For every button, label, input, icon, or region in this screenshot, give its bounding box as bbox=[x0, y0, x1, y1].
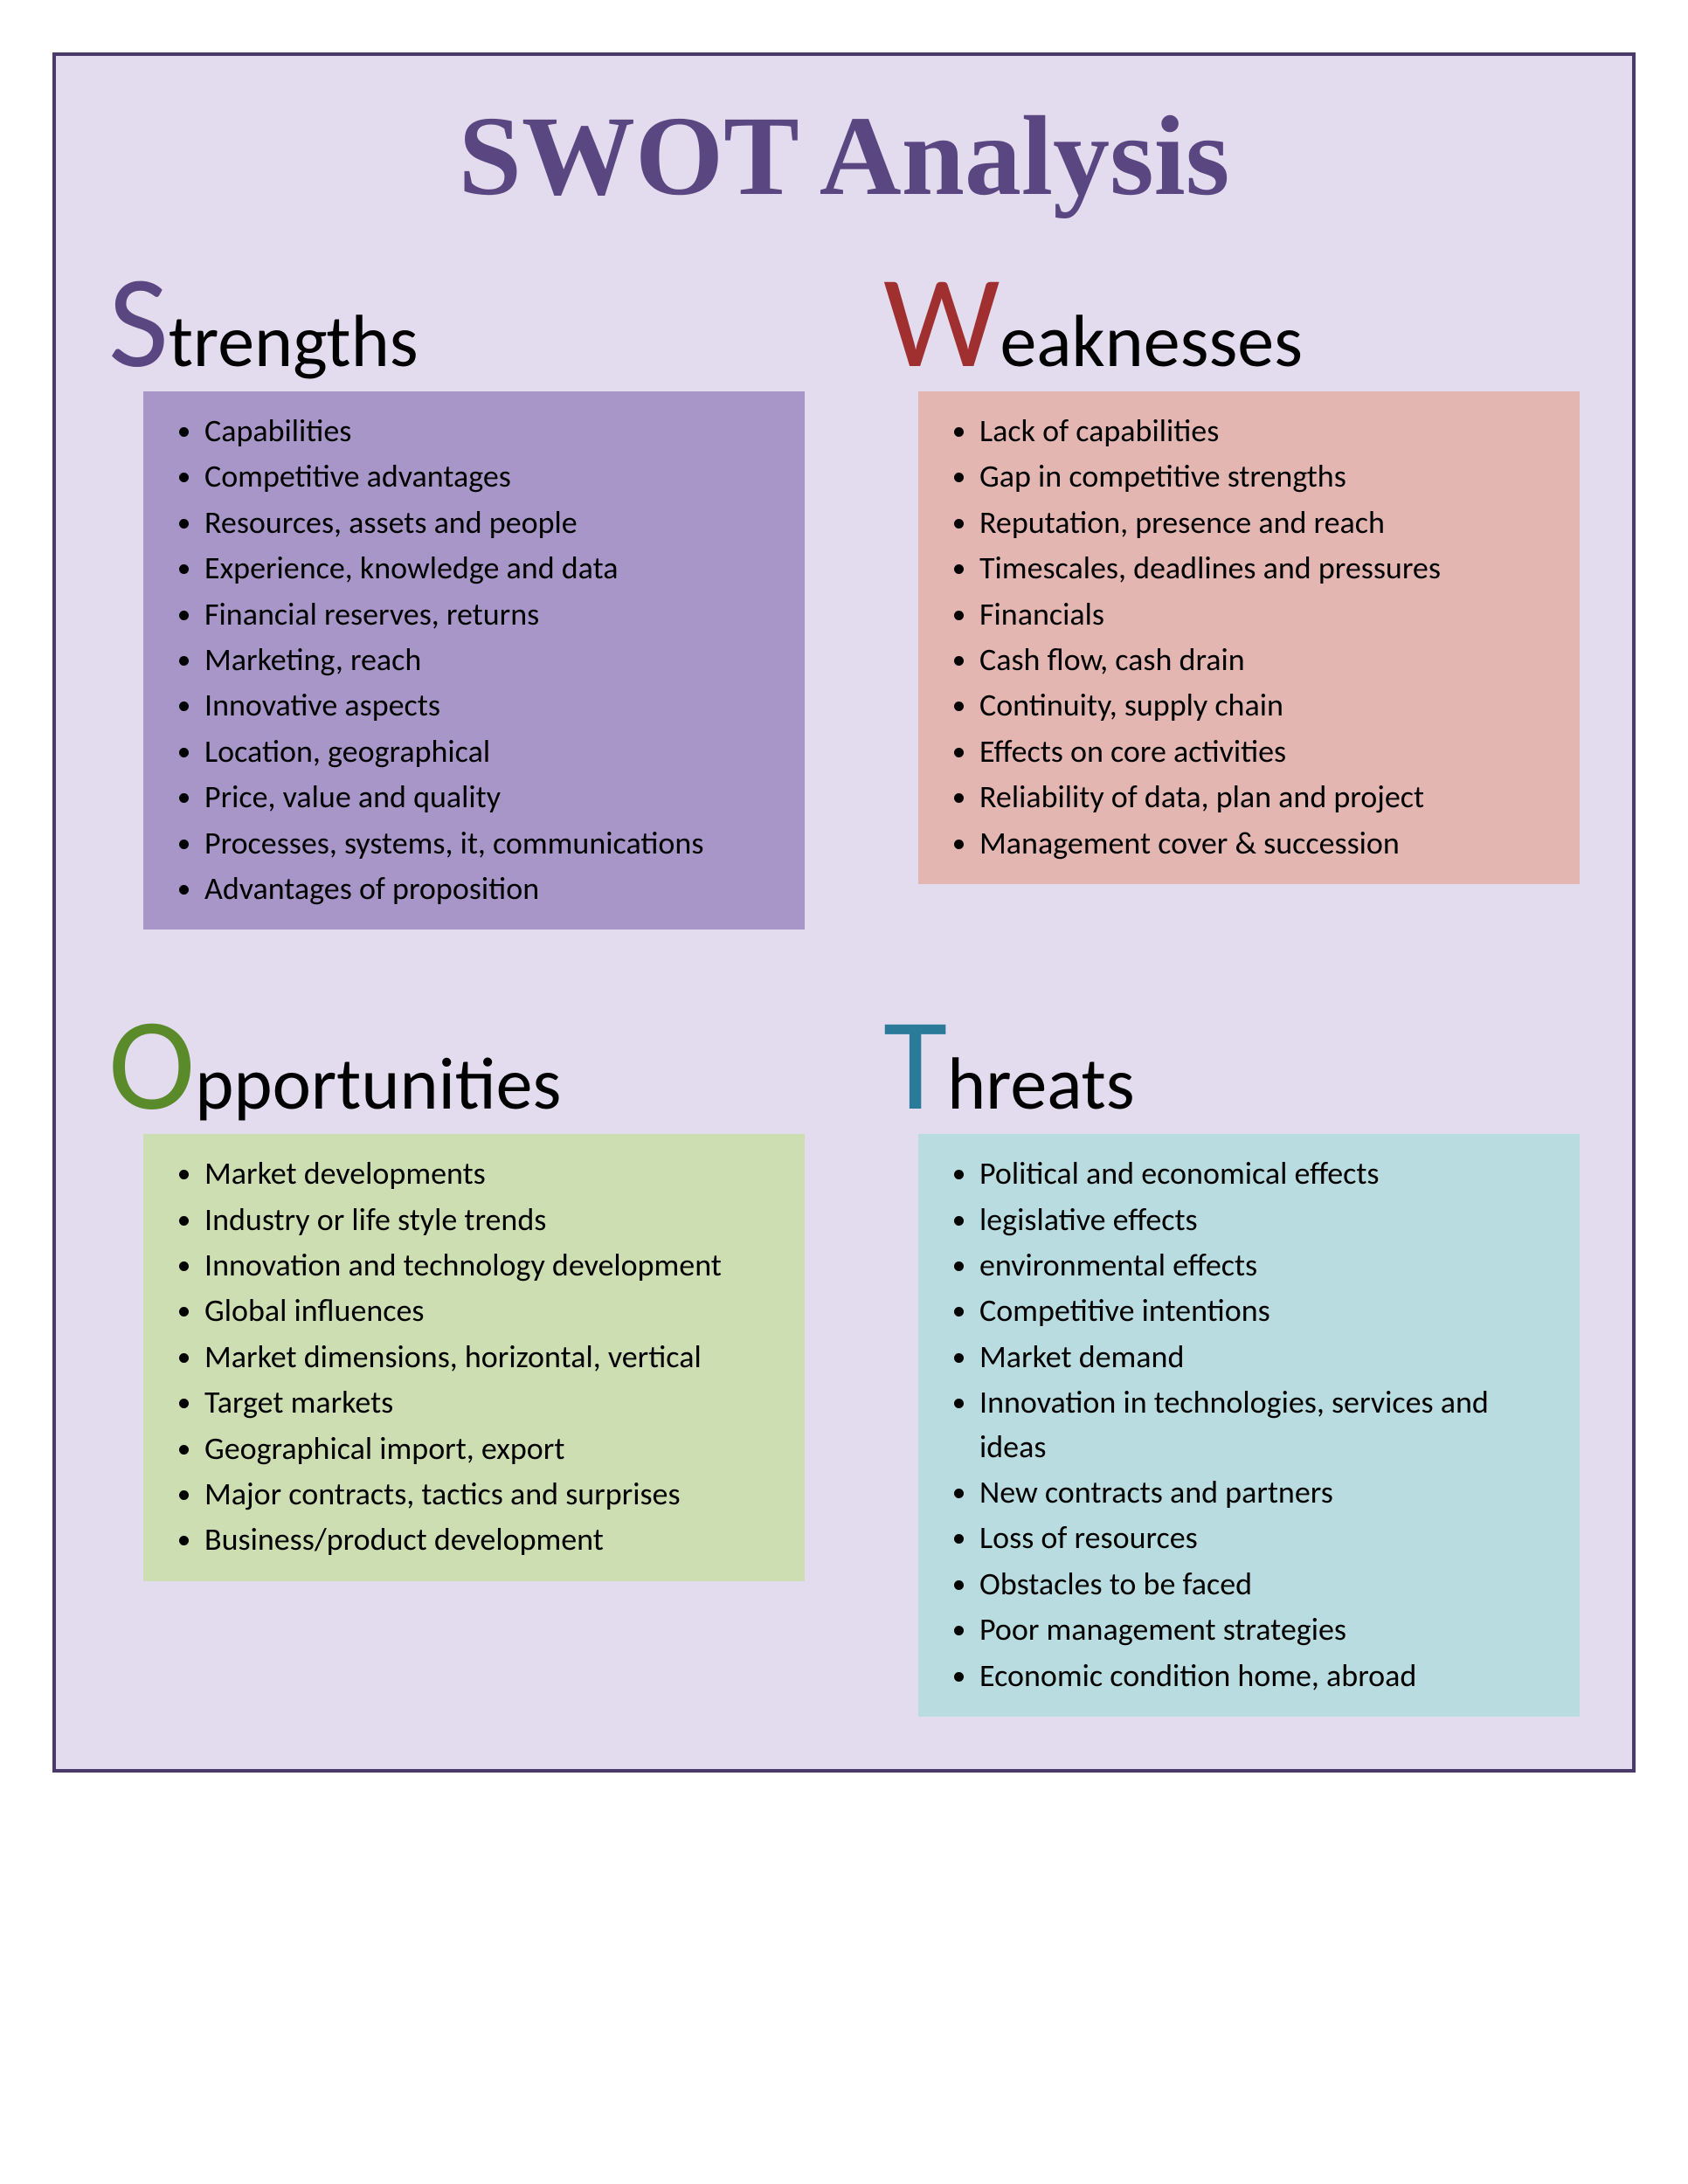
list-weaknesses: Lack of capabilities Gap in competitive … bbox=[927, 409, 1562, 865]
list-item: legislative effects bbox=[979, 1198, 1562, 1241]
box-opportunities: Market developments Industry or life sty… bbox=[143, 1134, 805, 1581]
list-item: Experience, knowledge and data bbox=[204, 546, 787, 590]
list-item: New contracts and partners bbox=[979, 1470, 1562, 1514]
list-item: Capabilities bbox=[204, 409, 787, 453]
quadrant-strengths: Strengths Capabilities Competitive advan… bbox=[108, 257, 805, 930]
list-item: Advantages of proposition bbox=[204, 867, 787, 910]
list-item: Financials bbox=[979, 592, 1562, 636]
swot-container: SWOT Analysis Strengths Capabilities Com… bbox=[52, 52, 1636, 1773]
heading-weaknesses: Weaknesses bbox=[883, 257, 1580, 388]
list-item: Innovation in technologies, services and… bbox=[979, 1380, 1562, 1469]
quadrants-grid: Strengths Capabilities Competitive advan… bbox=[108, 257, 1580, 1717]
list-item: Obstacles to be faced bbox=[979, 1562, 1562, 1606]
list-item: Target markets bbox=[204, 1380, 787, 1424]
list-item: Management cover & succession bbox=[979, 821, 1562, 865]
list-item: Gap in competitive strengths bbox=[979, 454, 1562, 498]
list-item: Business/product development bbox=[204, 1517, 787, 1561]
heading-threats: Threats bbox=[883, 999, 1580, 1130]
list-item: Price, value and quality bbox=[204, 775, 787, 819]
box-strengths: Capabilities Competitive advantages Reso… bbox=[143, 391, 805, 930]
list-item: Location, geographical bbox=[204, 729, 787, 773]
list-item: Economic condition home, abroad bbox=[979, 1654, 1562, 1697]
list-item: Reliability of data, plan and project bbox=[979, 775, 1562, 819]
heading-strengths: Strengths bbox=[108, 257, 805, 388]
list-item: Competitive intentions bbox=[979, 1289, 1562, 1332]
list-item: Market demand bbox=[979, 1335, 1562, 1379]
box-threats: Political and economical effects legisla… bbox=[918, 1134, 1580, 1717]
letter-s: S bbox=[108, 242, 169, 402]
list-item: Effects on core activities bbox=[979, 729, 1562, 773]
list-item: Global influences bbox=[204, 1289, 787, 1332]
list-item: Resources, assets and people bbox=[204, 501, 787, 544]
rest-strengths: trengths bbox=[169, 296, 419, 386]
list-item: Innovation and technology development bbox=[204, 1243, 787, 1287]
rest-threats: hreats bbox=[947, 1039, 1135, 1129]
list-item: Marketing, reach bbox=[204, 638, 787, 681]
list-item: Financial reserves, returns bbox=[204, 592, 787, 636]
list-item: Timescales, deadlines and pressures bbox=[979, 546, 1562, 590]
list-item: Processes, systems, it, communications bbox=[204, 821, 787, 865]
list-threats: Political and economical effects legisla… bbox=[927, 1151, 1562, 1697]
quadrant-weaknesses: Weaknesses Lack of capabilities Gap in c… bbox=[883, 257, 1580, 930]
main-title: SWOT Analysis bbox=[108, 91, 1580, 222]
letter-w: W bbox=[883, 242, 1000, 402]
letter-t: T bbox=[883, 985, 947, 1144]
list-item: Industry or life style trends bbox=[204, 1198, 787, 1241]
list-item: Major contracts, tactics and surprises bbox=[204, 1472, 787, 1516]
list-item: Market dimensions, horizontal, vertical bbox=[204, 1335, 787, 1379]
list-item: Loss of resources bbox=[979, 1516, 1562, 1559]
quadrant-threats: Threats Political and economical effects… bbox=[883, 999, 1580, 1717]
list-item: Innovative aspects bbox=[204, 683, 787, 727]
list-item: Competitive advantages bbox=[204, 454, 787, 498]
list-item: environmental effects bbox=[979, 1243, 1562, 1287]
rest-weaknesses: eaknesses bbox=[1000, 296, 1303, 386]
quadrant-opportunities: Opportunities Market developments Indust… bbox=[108, 999, 805, 1717]
list-item: Continuity, supply chain bbox=[979, 683, 1562, 727]
list-item: Political and economical effects bbox=[979, 1151, 1562, 1195]
letter-o: O bbox=[108, 985, 195, 1144]
list-item: Market developments bbox=[204, 1151, 787, 1195]
box-weaknesses: Lack of capabilities Gap in competitive … bbox=[918, 391, 1580, 884]
list-item: Poor management strategies bbox=[979, 1607, 1562, 1651]
list-item: Geographical import, export bbox=[204, 1427, 787, 1470]
list-item: Reputation, presence and reach bbox=[979, 501, 1562, 544]
list-item: Lack of capabilities bbox=[979, 409, 1562, 453]
list-strengths: Capabilities Competitive advantages Reso… bbox=[152, 409, 787, 910]
list-item: Cash flow, cash drain bbox=[979, 638, 1562, 681]
rest-opportunities: pportunities bbox=[195, 1039, 561, 1129]
heading-opportunities: Opportunities bbox=[108, 999, 805, 1130]
list-opportunities: Market developments Industry or life sty… bbox=[152, 1151, 787, 1562]
